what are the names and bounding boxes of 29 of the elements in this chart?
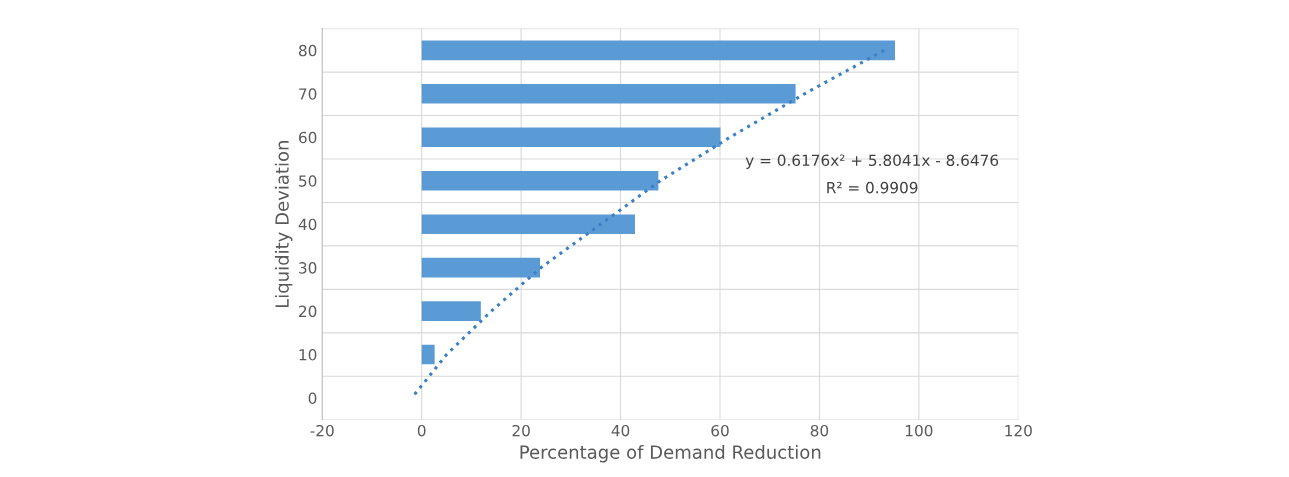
x-tick-label: 20 [512,424,530,437]
bar [421,170,659,191]
bar [421,301,481,321]
annotation: R² = 0.9909 [827,181,918,194]
bar [421,344,435,365]
x-tick-label: 80 [810,424,829,437]
x-tick-label: 0 [417,424,426,437]
y-tick-label: 0 [308,392,317,405]
y-tick-label: 30 [299,262,317,274]
annotation: y = 0.6176x² + 5.8041x - 8.6476 [745,154,999,169]
y-tick-label: 40 [298,218,317,231]
y-tick-label: 80 [298,44,317,57]
y-tick-label: 50 [299,175,317,187]
y-tick-label: 10 [299,349,317,361]
bar [421,40,896,61]
y-tick-label: 20 [299,305,317,318]
y-tick-label: 70 [299,88,317,100]
bar [421,257,541,278]
x-tick-label: 120 [1005,424,1032,437]
bar [421,84,796,104]
x-tick-label: -20 [310,424,334,437]
x-axis-title: Percentage of Demand Reduction [520,444,821,463]
y-tick-label: 60 [299,131,317,144]
x-tick-label: 100 [905,424,933,437]
x-tick-label: 40 [611,424,630,437]
bar [421,127,721,148]
x-tick-label: 60 [711,424,729,437]
bar [421,214,635,234]
y-axis-title: Liquidity Deviation [274,141,293,308]
